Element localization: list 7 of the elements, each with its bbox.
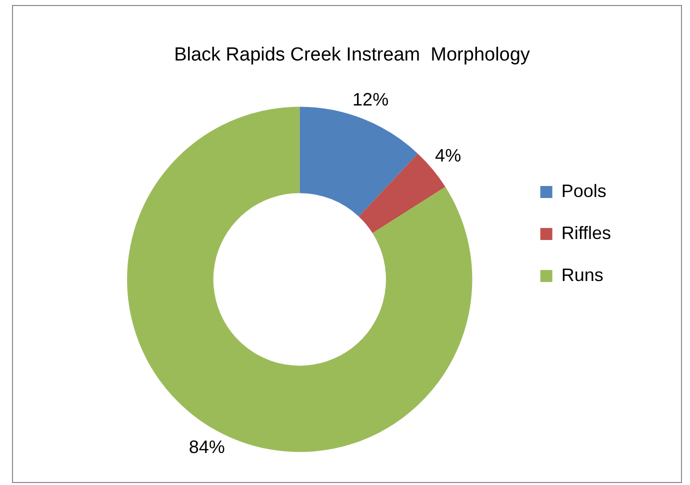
data-label: 84% bbox=[188, 437, 225, 458]
legend-label: Runs bbox=[561, 264, 604, 285]
data-label: 12% bbox=[352, 89, 389, 110]
chart-title: Black Rapids Creek Instream Morphology bbox=[174, 44, 530, 66]
legend-label: Riffles bbox=[561, 222, 612, 243]
legend-label: Pools bbox=[561, 180, 606, 201]
data-label: 4% bbox=[435, 146, 462, 166]
